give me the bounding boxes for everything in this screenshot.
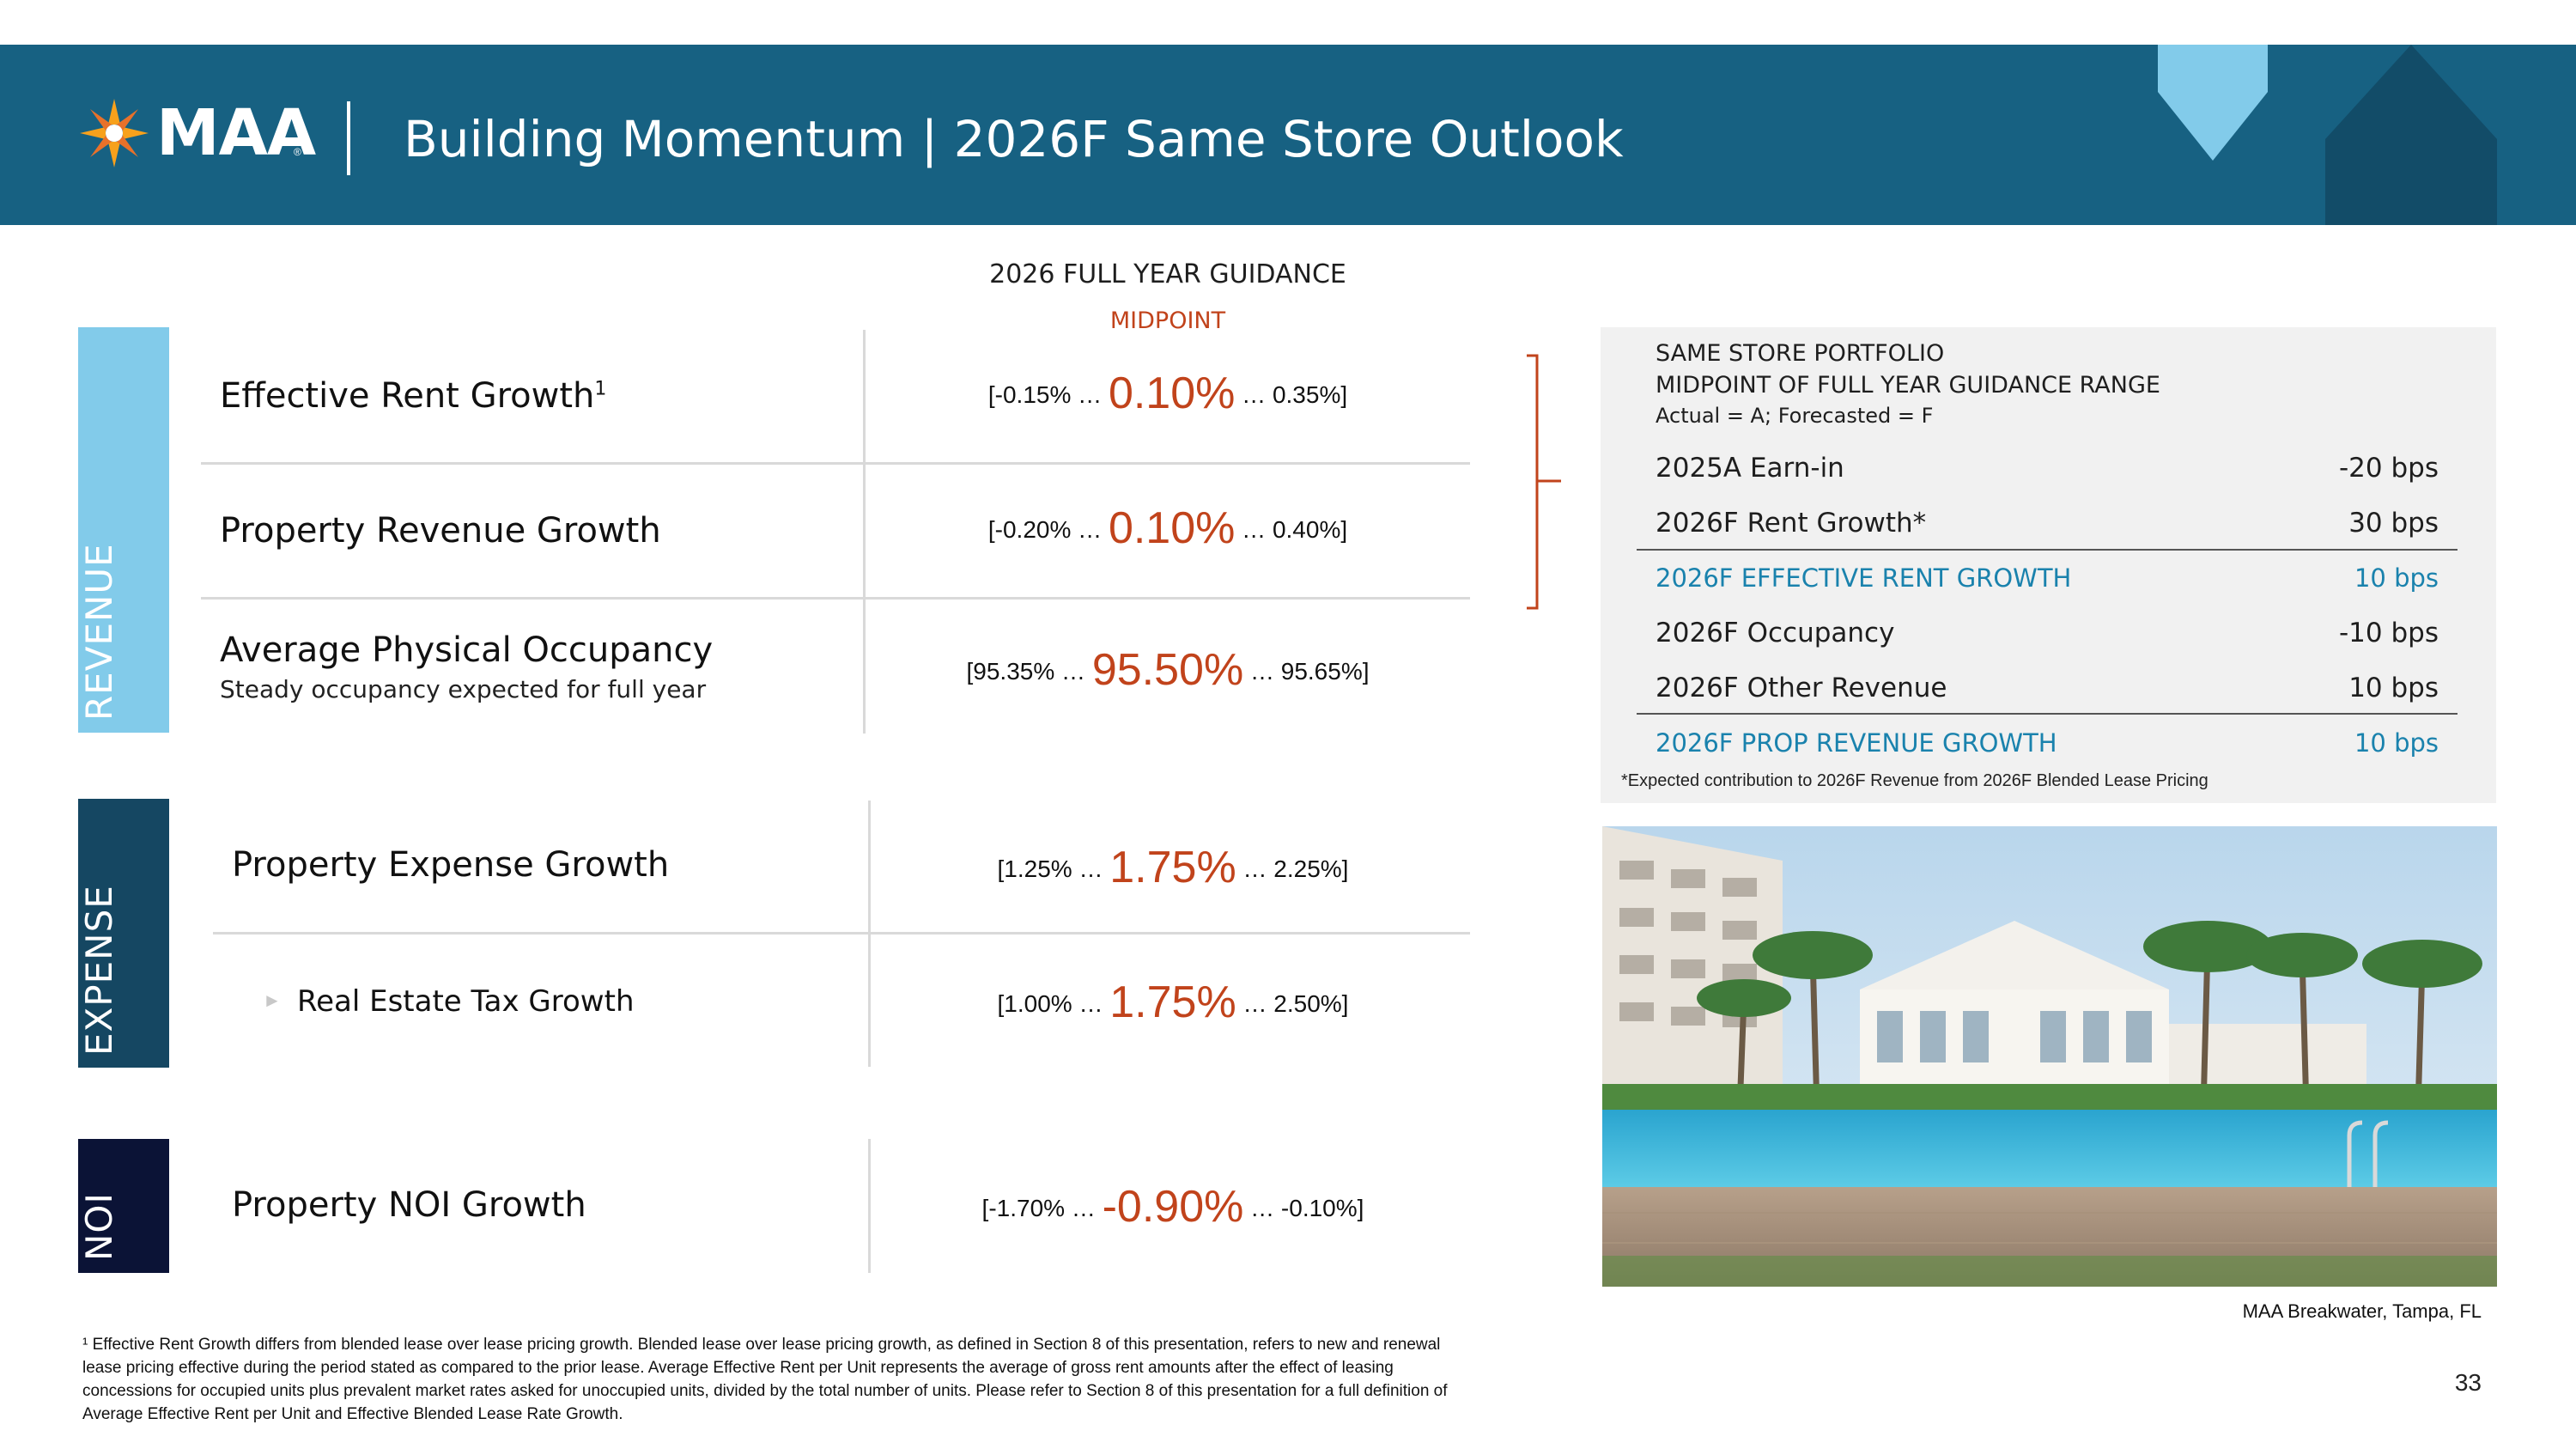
footnote-text: ¹ Effective Rent Growth differs from ble… <box>82 1336 1448 1423</box>
property-revenue-growth-label: Property Revenue Growth <box>220 511 661 551</box>
panel-row: 2026F Rent Growth* 30 bps <box>1656 508 2439 559</box>
panel-row-value: 10 bps <box>2354 563 2439 593</box>
panel-row-value: 30 bps <box>2348 508 2439 539</box>
effective-rent-growth-text: Effective Rent Growth <box>220 376 595 416</box>
category-revenue-label: REVENUE <box>78 543 120 721</box>
panel-row: 2025A Earn-in -20 bps <box>1656 453 2439 504</box>
panel-title: SAME STORE PORTFOLIO <box>1656 340 1945 367</box>
panel-row-highlight: 2026F EFFECTIVE RENT GROWTH 10 bps <box>1656 563 2439 615</box>
panel-row: 2026F Other Revenue 10 bps <box>1656 673 2439 724</box>
property-photo <box>1602 826 2497 1287</box>
panel-row-label: 2025A Earn-in <box>1656 453 1844 484</box>
real-estate-tax-growth-label: Real Estate Tax Growth <box>297 984 635 1019</box>
panel-row-value: -10 bps <box>2339 618 2439 648</box>
property-revenue-growth-range: [-0.20% … 0.10% … 0.40%] <box>867 502 1468 554</box>
panel-row-value: -20 bps <box>2339 453 2439 484</box>
panel-subtitle: MIDPOINT OF FULL YEAR GUIDANCE RANGE <box>1656 372 2160 399</box>
header-bar <box>0 45 2576 225</box>
row-divider <box>201 462 1470 465</box>
row-divider <box>213 932 1470 935</box>
panel-row-value: 10 bps <box>2348 673 2439 703</box>
guidance-heading: 2026 FULL YEAR GUIDANCE <box>989 259 1346 289</box>
column-divider <box>863 330 866 734</box>
logo-wordmark: MAA <box>156 96 316 170</box>
panel-divider <box>1637 549 2458 551</box>
sunburst-logo-icon <box>80 99 149 167</box>
category-revenue: REVENUE <box>78 327 169 733</box>
effective-rent-growth-label: Effective Rent Growth1 <box>220 376 606 416</box>
header-divider <box>347 101 350 175</box>
same-store-portfolio-panel <box>1601 327 2496 803</box>
panel-divider <box>1637 713 2458 715</box>
range-high: … 0.35%] <box>1242 381 1348 408</box>
occupancy-subtitle: Steady occupancy expected for full year <box>220 675 707 703</box>
panel-row: 2026F Occupancy -10 bps <box>1656 618 2439 669</box>
panel-row-label: 2026F PROP REVENUE GROWTH <box>1656 728 2057 758</box>
range-low: [-0.15% … <box>987 381 1103 408</box>
panel-row-label: 2026F Rent Growth* <box>1656 508 1927 539</box>
range-high: … 2.25%] <box>1242 855 1349 882</box>
range-low: [-0.20% … <box>987 516 1103 543</box>
range-low: [1.00% … <box>997 990 1103 1017</box>
range-high: … 0.40%] <box>1242 516 1348 543</box>
category-noi-label: NOI <box>78 1192 120 1261</box>
range-midpoint: 1.75% <box>1109 977 1236 1027</box>
footnote-marker: 1 <box>594 378 607 400</box>
range-midpoint: 0.10% <box>1108 368 1236 418</box>
panel-row-label: 2026F Other Revenue <box>1656 673 1947 703</box>
range-high: … 2.50%] <box>1242 990 1349 1017</box>
property-noi-growth-range: [-1.70% … -0.90% … -0.10%] <box>872 1181 1473 1233</box>
column-divider <box>868 1139 871 1273</box>
range-midpoint: -0.90% <box>1102 1182 1244 1232</box>
average-physical-occupancy-label: Average Physical Occupancy <box>220 630 714 670</box>
panel-row-value: 10 bps <box>2354 728 2439 758</box>
range-low: [-1.70% … <box>981 1195 1096 1221</box>
chevron-decoration-icon <box>2158 45 2268 161</box>
panel-row-label: 2026F EFFECTIVE RENT GROWTH <box>1656 563 2072 593</box>
property-noi-growth-label: Property NOI Growth <box>232 1185 586 1225</box>
range-midpoint: 95.50% <box>1091 645 1244 695</box>
property-expense-growth-label: Property Expense Growth <box>232 845 670 885</box>
category-noi: NOI <box>78 1139 169 1273</box>
panel-row-label: 2026F Occupancy <box>1656 618 1895 648</box>
bullet-arrow-icon: ► <box>263 989 282 1011</box>
page-number: 33 <box>2454 1369 2482 1396</box>
midpoint-heading: MIDPOINT <box>1109 307 1226 334</box>
range-high: … -0.10%] <box>1250 1195 1364 1221</box>
occupancy-range: [95.35% … 95.50% … 95.65%] <box>867 644 1468 696</box>
range-low: [1.25% … <box>997 855 1103 882</box>
panel-footnote: *Expected contribution to 2026F Revenue … <box>1621 771 2208 790</box>
range-midpoint: 0.10% <box>1108 503 1236 553</box>
property-expense-growth-range: [1.25% … 1.75% … 2.25%] <box>872 842 1473 893</box>
range-midpoint: 1.75% <box>1109 843 1236 892</box>
photo-caption: MAA Breakwater, Tampa, FL <box>2242 1300 2482 1322</box>
panel-legend: Actual = A; Forecasted = F <box>1656 404 1934 428</box>
bracket-connector-icon <box>1527 354 1561 610</box>
range-high: … 95.65%] <box>1249 658 1370 685</box>
panel-row-highlight: 2026F PROP REVENUE GROWTH 10 bps <box>1656 728 2439 780</box>
page-title: Building Momentum | 2026F Same Store Out… <box>404 110 1624 168</box>
category-expense: EXPENSE <box>78 799 169 1068</box>
row-divider <box>201 597 1470 600</box>
effective-rent-growth-range: [-0.15% … 0.10% … 0.35%] <box>867 368 1468 419</box>
registered-mark: ® <box>294 146 301 158</box>
category-expense-label: EXPENSE <box>78 885 120 1056</box>
range-low: [95.35% … <box>966 658 1086 685</box>
real-estate-tax-growth-range: [1.00% … 1.75% … 2.50%] <box>872 977 1473 1028</box>
house-decoration-icon <box>2325 45 2497 225</box>
